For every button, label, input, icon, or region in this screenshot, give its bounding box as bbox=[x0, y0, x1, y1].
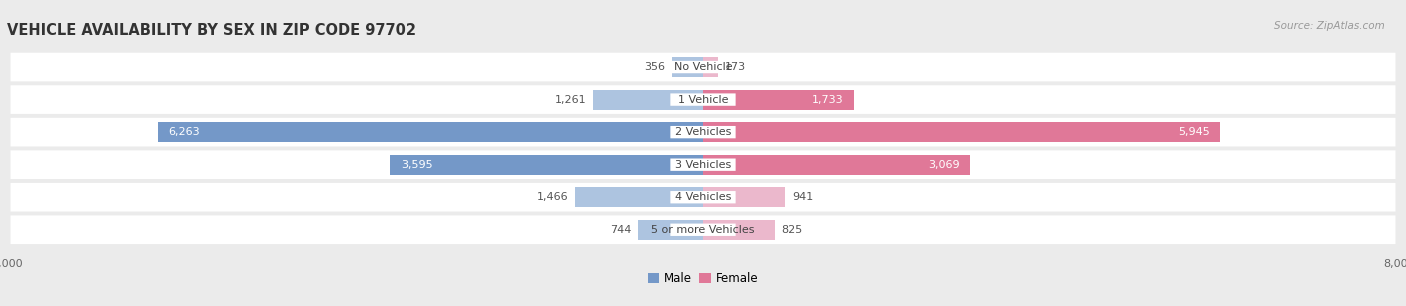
Bar bbox=[391, 155, 703, 175]
FancyBboxPatch shape bbox=[10, 53, 1396, 81]
FancyBboxPatch shape bbox=[10, 150, 1396, 179]
Text: 173: 173 bbox=[725, 62, 747, 72]
Text: 744: 744 bbox=[610, 225, 631, 235]
Text: 5,945: 5,945 bbox=[1178, 127, 1209, 137]
Text: Source: ZipAtlas.com: Source: ZipAtlas.com bbox=[1274, 21, 1385, 32]
Text: 1,466: 1,466 bbox=[537, 192, 568, 202]
Text: 5 or more Vehicles: 5 or more Vehicles bbox=[651, 225, 755, 235]
Bar bbox=[593, 90, 703, 110]
Bar bbox=[703, 57, 718, 77]
Text: 4 Vehicles: 4 Vehicles bbox=[675, 192, 731, 202]
Text: 941: 941 bbox=[792, 192, 813, 202]
Bar bbox=[703, 187, 785, 207]
Text: 825: 825 bbox=[782, 225, 803, 235]
FancyBboxPatch shape bbox=[671, 191, 735, 203]
FancyBboxPatch shape bbox=[10, 215, 1396, 244]
Text: No Vehicle: No Vehicle bbox=[673, 62, 733, 72]
Bar bbox=[638, 220, 703, 240]
Text: 1,733: 1,733 bbox=[811, 95, 844, 105]
Bar bbox=[703, 155, 970, 175]
FancyBboxPatch shape bbox=[671, 61, 735, 73]
FancyBboxPatch shape bbox=[671, 224, 735, 236]
Text: 1,261: 1,261 bbox=[555, 95, 586, 105]
Bar bbox=[575, 187, 703, 207]
Text: 356: 356 bbox=[644, 62, 665, 72]
Text: 3,595: 3,595 bbox=[401, 160, 432, 170]
Text: VEHICLE AVAILABILITY BY SEX IN ZIP CODE 97702: VEHICLE AVAILABILITY BY SEX IN ZIP CODE … bbox=[7, 23, 416, 38]
Bar bbox=[703, 122, 1220, 142]
FancyBboxPatch shape bbox=[10, 118, 1396, 147]
FancyBboxPatch shape bbox=[10, 85, 1396, 114]
FancyBboxPatch shape bbox=[10, 183, 1396, 211]
Text: 3,069: 3,069 bbox=[928, 160, 959, 170]
FancyBboxPatch shape bbox=[671, 159, 735, 171]
Text: 1 Vehicle: 1 Vehicle bbox=[678, 95, 728, 105]
Legend: Male, Female: Male, Female bbox=[643, 268, 763, 290]
Bar bbox=[157, 122, 703, 142]
Text: 3 Vehicles: 3 Vehicles bbox=[675, 160, 731, 170]
Bar bbox=[703, 90, 853, 110]
Text: 6,263: 6,263 bbox=[169, 127, 200, 137]
FancyBboxPatch shape bbox=[671, 126, 735, 138]
Bar bbox=[703, 220, 775, 240]
Bar bbox=[672, 57, 703, 77]
FancyBboxPatch shape bbox=[671, 93, 735, 106]
Text: 2 Vehicles: 2 Vehicles bbox=[675, 127, 731, 137]
